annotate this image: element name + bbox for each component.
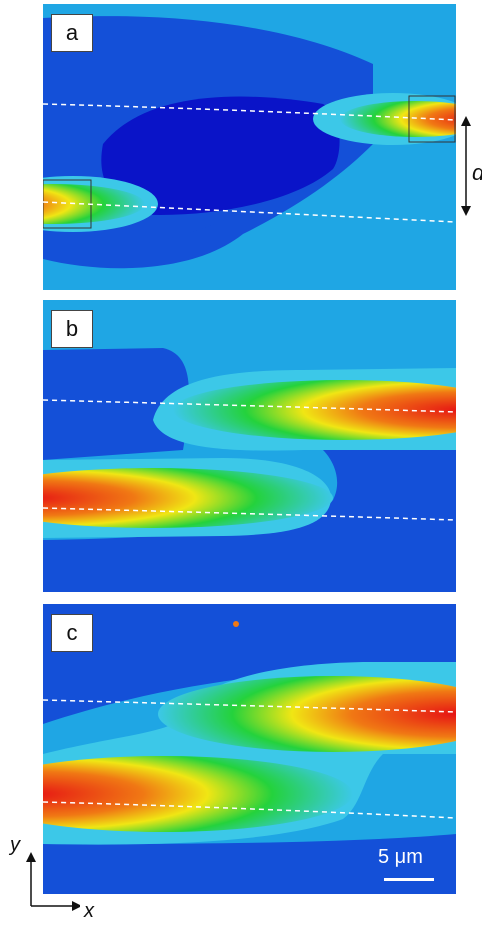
y-axis-label: y: [10, 834, 20, 856]
panel-c: c: [43, 604, 456, 894]
panel-label-c: c: [51, 614, 93, 652]
separation-arrow: [461, 116, 471, 216]
panel-label-a: a: [51, 14, 93, 52]
mode-field-image-a: [43, 4, 456, 290]
mode-field-image-c: [43, 604, 456, 894]
x-axis-label: x: [84, 900, 94, 922]
y-arrow-icon: [26, 852, 36, 862]
panel-a: a: [43, 4, 456, 290]
scale-bar-label: 5 μm: [378, 846, 423, 868]
axes-indicator: [26, 852, 80, 911]
panel-label-b: b: [51, 310, 93, 348]
separation-label: d: [472, 160, 482, 186]
x-arrow-icon: [72, 901, 80, 911]
scale-bar: [384, 878, 434, 881]
panel-b: b: [43, 300, 456, 592]
mode-field-image-b: [43, 300, 456, 592]
